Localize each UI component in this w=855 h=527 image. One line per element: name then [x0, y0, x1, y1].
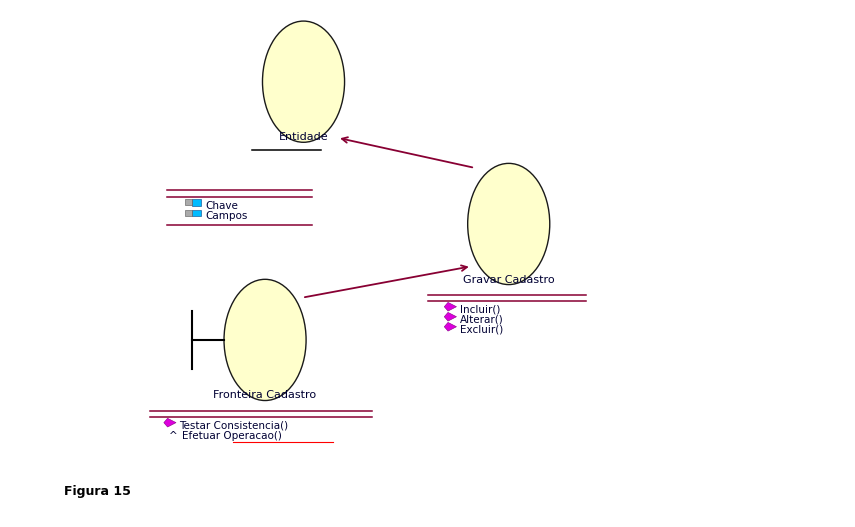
- Ellipse shape: [224, 279, 306, 401]
- Text: Chave: Chave: [205, 201, 238, 210]
- Text: ^: ^: [169, 432, 178, 441]
- Polygon shape: [192, 210, 201, 216]
- Ellipse shape: [468, 163, 550, 285]
- Text: Entidade: Entidade: [279, 132, 328, 142]
- Polygon shape: [186, 200, 192, 205]
- Polygon shape: [445, 302, 457, 311]
- Polygon shape: [164, 418, 176, 427]
- Text: Incluir(): Incluir(): [460, 305, 500, 315]
- Text: Figura 15: Figura 15: [64, 485, 131, 498]
- Text: Campos: Campos: [205, 211, 248, 221]
- Text: Fronteira Cadastro: Fronteira Cadastro: [214, 391, 316, 401]
- Text: Efetuar Operacao(): Efetuar Operacao(): [182, 432, 282, 441]
- Text: Excluir(): Excluir(): [460, 325, 504, 335]
- Text: Alterar(): Alterar(): [460, 315, 504, 325]
- Text: Gravar Cadastro: Gravar Cadastro: [463, 275, 555, 285]
- Polygon shape: [445, 323, 457, 331]
- Polygon shape: [192, 199, 201, 206]
- Text: Testar Consistencia(): Testar Consistencia(): [180, 421, 289, 431]
- Polygon shape: [445, 313, 457, 321]
- Ellipse shape: [262, 21, 345, 142]
- Polygon shape: [186, 210, 192, 216]
